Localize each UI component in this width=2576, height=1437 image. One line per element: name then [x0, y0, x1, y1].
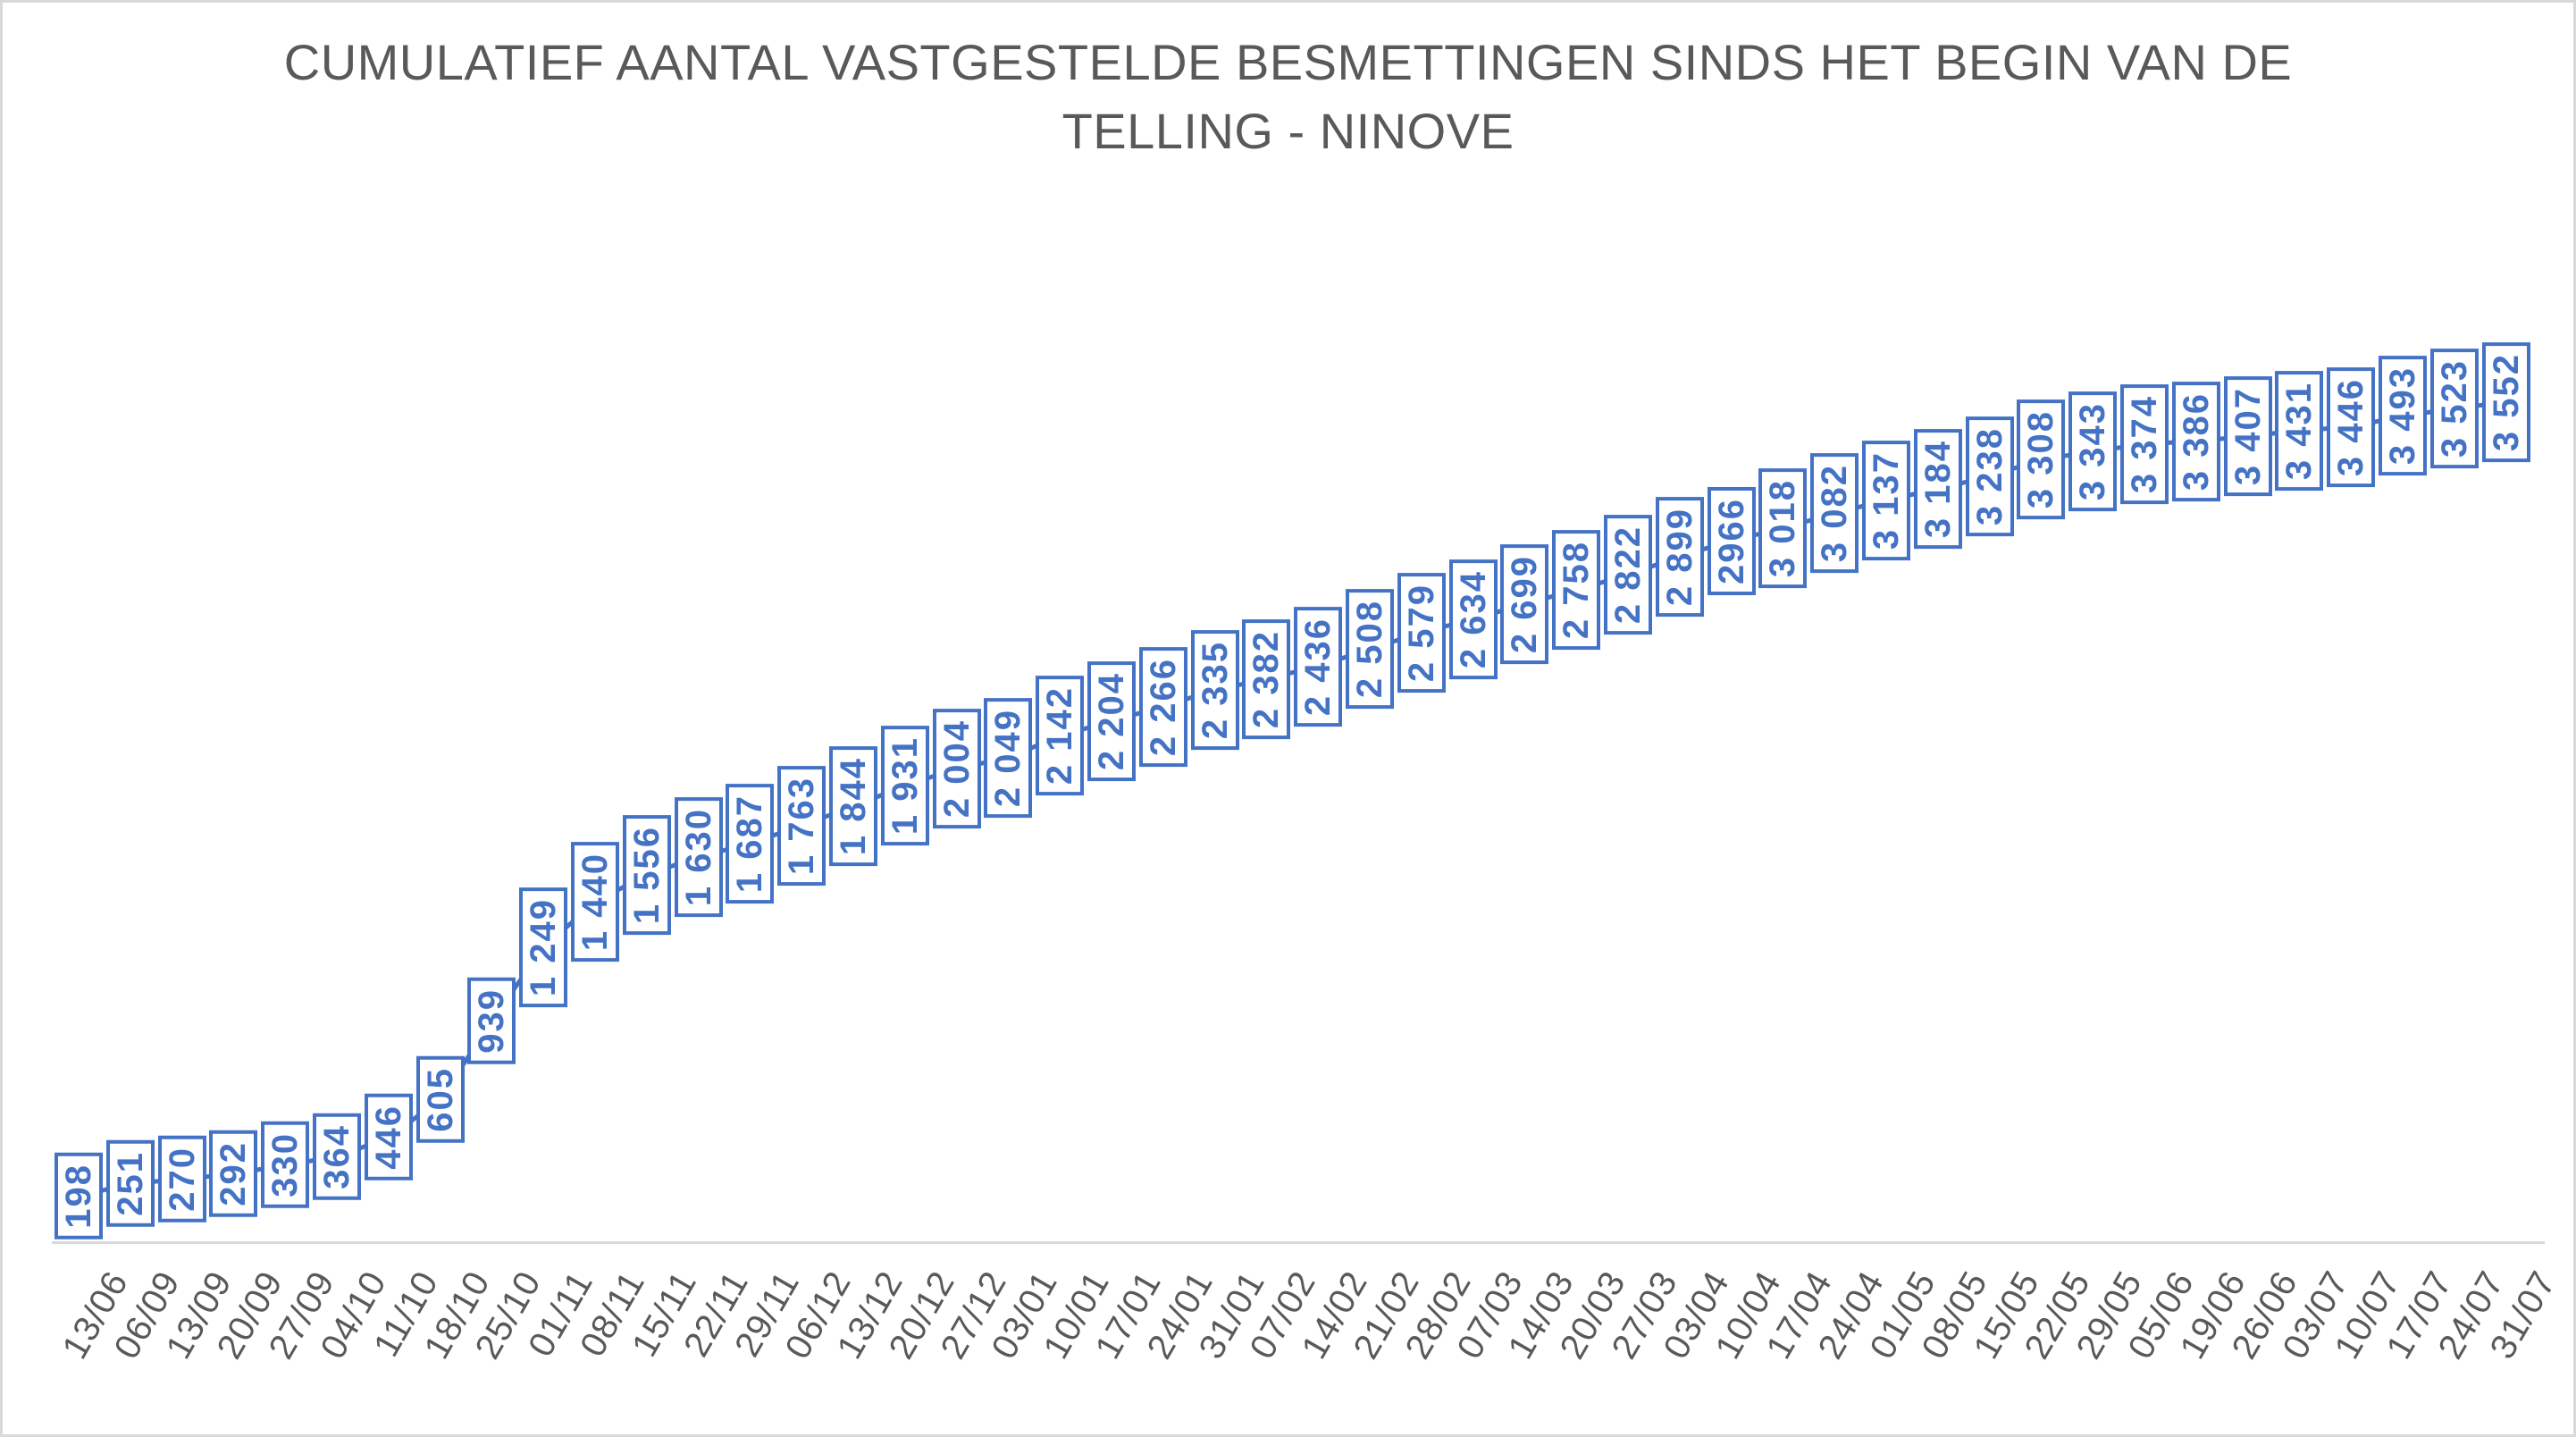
data-label: 3 184 — [1913, 429, 1962, 550]
chart-title-line1: CUMULATIEF AANTAL VASTGESTELDE BESMETTIN… — [283, 34, 2293, 90]
data-label: 1 687 — [726, 783, 775, 903]
data-label: 3 343 — [2068, 391, 2118, 512]
chart-title: CUMULATIEF AANTAL VASTGESTELDE BESMETTIN… — [3, 28, 2573, 166]
data-label: 2 266 — [1138, 646, 1187, 767]
data-label: 3 374 — [2120, 383, 2169, 504]
chart-title-line2: TELLING - NINOVE — [1061, 103, 1515, 160]
data-label: 2 004 — [932, 708, 981, 828]
data-label: 251 — [105, 1140, 155, 1227]
data-label: 198 — [55, 1153, 103, 1240]
data-label: 2 899 — [1655, 496, 1704, 617]
data-label: 3 446 — [2327, 366, 2376, 487]
data-label: 2 634 — [1448, 559, 1498, 680]
data-label: 270 — [157, 1136, 206, 1223]
data-label: 3 082 — [1810, 453, 1859, 574]
x-axis-line — [52, 1241, 2545, 1244]
data-label: 2 822 — [1604, 515, 1652, 635]
data-label: 2 335 — [1190, 630, 1239, 751]
data-label: 2 579 — [1397, 572, 1446, 693]
data-label: 1 763 — [777, 765, 827, 886]
data-label: 3 238 — [1965, 416, 2014, 536]
data-label: 1 931 — [880, 726, 929, 846]
data-label: 2 699 — [1500, 543, 1549, 664]
data-label: 1 556 — [622, 814, 671, 935]
data-label: 605 — [415, 1056, 465, 1143]
data-label: 3 308 — [2017, 399, 2066, 520]
data-label: 2 382 — [1242, 618, 1291, 739]
data-label: 3 018 — [1758, 468, 1808, 589]
data-label: 939 — [467, 977, 516, 1064]
data-label: 1 844 — [829, 746, 877, 867]
data-label: 3 493 — [2379, 356, 2427, 476]
data-label: 1 630 — [674, 797, 723, 918]
data-label: 446 — [364, 1094, 413, 1181]
data-label: 1 440 — [571, 842, 619, 962]
data-label: 3 407 — [2223, 376, 2272, 497]
data-label: 2 142 — [1036, 676, 1085, 796]
data-label: 2 436 — [1294, 606, 1343, 727]
data-label: 3 431 — [2275, 370, 2324, 491]
data-label: 1 249 — [519, 887, 568, 1008]
data-label: 330 — [261, 1122, 310, 1208]
plot-area: 198 251 270 292 330 364 446 605 939 1 249 1 440 1 5… — [3, 3, 2573, 1434]
data-label: 364 — [313, 1113, 361, 1200]
data-label: 2 204 — [1087, 660, 1136, 781]
data-label: 2966 — [1707, 486, 1756, 595]
data-label: 2 508 — [1346, 589, 1394, 710]
data-label: 2 049 — [984, 698, 1033, 819]
data-label: 2 758 — [1552, 530, 1601, 651]
data-label: 3 523 — [2429, 349, 2479, 469]
data-label: 3 552 — [2481, 341, 2530, 462]
data-label: 292 — [209, 1130, 258, 1217]
data-label: 3 386 — [2171, 381, 2220, 501]
data-label: 3 137 — [1862, 440, 1910, 560]
